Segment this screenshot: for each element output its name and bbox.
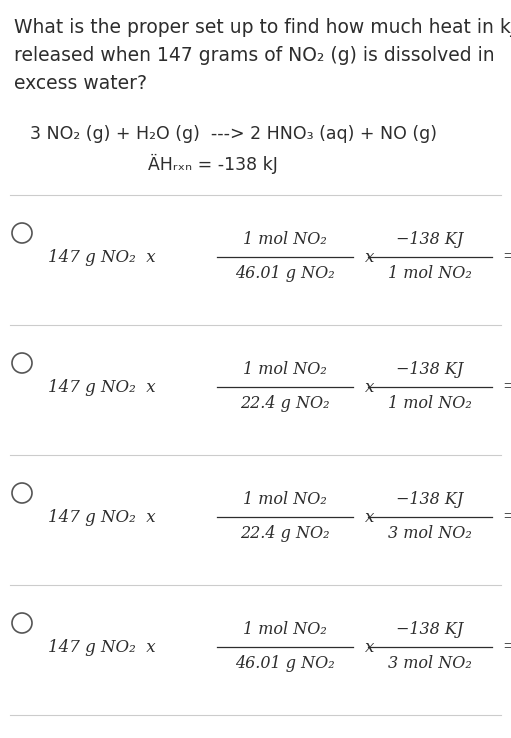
Text: 3 mol NO₂: 3 mol NO₂	[388, 525, 472, 542]
Text: 147 g NO₂  x: 147 g NO₂ x	[48, 379, 156, 396]
Text: 1 mol NO₂: 1 mol NO₂	[243, 491, 327, 508]
Text: −138 KJ: −138 KJ	[397, 230, 463, 247]
Text: 1 mol NO₂: 1 mol NO₂	[388, 395, 472, 412]
Text: =: =	[502, 638, 511, 655]
Text: excess water?: excess water?	[14, 74, 147, 93]
Text: =: =	[502, 379, 511, 396]
Text: x: x	[365, 379, 375, 396]
Text: −138 KJ: −138 KJ	[397, 360, 463, 378]
Text: =: =	[502, 249, 511, 266]
Text: 46.01 g NO₂: 46.01 g NO₂	[235, 264, 335, 281]
Text: =: =	[502, 508, 511, 525]
Text: 147 g NO₂  x: 147 g NO₂ x	[48, 508, 156, 525]
Text: ÄHᵣₓₙ = -138 kJ: ÄHᵣₓₙ = -138 kJ	[148, 154, 278, 174]
Text: x: x	[365, 638, 375, 655]
Text: 147 g NO₂  x: 147 g NO₂ x	[48, 249, 156, 266]
Text: 1 mol NO₂: 1 mol NO₂	[243, 621, 327, 638]
Text: x: x	[365, 249, 375, 266]
Text: x: x	[365, 508, 375, 525]
Text: 1 mol NO₂: 1 mol NO₂	[243, 360, 327, 378]
Text: −138 KJ: −138 KJ	[397, 491, 463, 508]
Text: −138 KJ: −138 KJ	[397, 621, 463, 638]
Text: 147 g NO₂  x: 147 g NO₂ x	[48, 638, 156, 655]
Text: 1 mol NO₂: 1 mol NO₂	[388, 264, 472, 281]
Text: 22.4 g NO₂: 22.4 g NO₂	[240, 395, 330, 412]
Text: 22.4 g NO₂: 22.4 g NO₂	[240, 525, 330, 542]
Text: released when 147 grams of NO₂ (g) is dissolved in: released when 147 grams of NO₂ (g) is di…	[14, 46, 495, 65]
Text: 3 mol NO₂: 3 mol NO₂	[388, 655, 472, 672]
Text: 3 NO₂ (g) + H₂O (g)  ---> 2 HNO₃ (aq) + NO (g): 3 NO₂ (g) + H₂O (g) ---> 2 HNO₃ (aq) + N…	[30, 125, 437, 143]
Text: 1 mol NO₂: 1 mol NO₂	[243, 230, 327, 247]
Text: 46.01 g NO₂: 46.01 g NO₂	[235, 655, 335, 672]
Text: What is the proper set up to find how much heat in kJ is: What is the proper set up to find how mu…	[14, 18, 511, 37]
